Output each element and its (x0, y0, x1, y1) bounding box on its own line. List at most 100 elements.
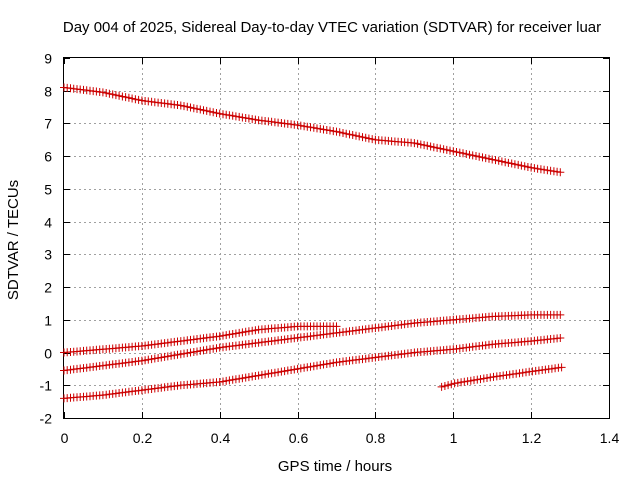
data-point (452, 148, 461, 156)
data-point (460, 377, 469, 386)
y-tick-label: -1 (40, 378, 53, 394)
data-point (199, 106, 208, 115)
data-point (342, 129, 351, 138)
data-point (206, 107, 214, 116)
data-point (212, 344, 221, 353)
data-point (124, 93, 133, 102)
data-point (332, 127, 341, 136)
data-point (494, 156, 503, 165)
y-tick-label: 0 (44, 346, 52, 362)
x-axis-label: GPS time / hours (278, 458, 392, 475)
data-point (446, 146, 454, 155)
plot-frame (63, 57, 610, 419)
data-point (199, 346, 208, 355)
data-point (267, 369, 276, 378)
data-point (228, 111, 237, 120)
y-tick-label: 8 (44, 84, 52, 100)
data-point (472, 152, 480, 160)
data-point (326, 359, 334, 368)
data-point (222, 331, 231, 340)
data-point (416, 140, 425, 149)
data-point (483, 374, 491, 382)
data-point (196, 105, 205, 114)
x-tick-label: 1.2 (522, 430, 542, 446)
data-point (309, 123, 318, 132)
data-point (244, 114, 253, 123)
data-point (465, 150, 474, 159)
data-point (238, 328, 247, 337)
data-point (163, 352, 172, 361)
data-point (303, 363, 312, 372)
data-point (358, 133, 367, 142)
y-tick-label: -2 (40, 411, 53, 427)
x-tick-labels: 0 0.2 0.4 0.6 0.8 1 1.2 1.4 (61, 430, 620, 446)
data-point (488, 155, 497, 164)
y-tick-labels: -2 -1 0 1 2 3 4 5 6 7 8 9 (40, 51, 53, 427)
data-point (352, 131, 360, 140)
data-point (219, 377, 227, 386)
data-point (118, 92, 127, 101)
data-point (462, 150, 471, 158)
data-point (134, 95, 143, 104)
data-point (316, 124, 325, 133)
data-point (449, 147, 458, 156)
data-point (290, 365, 299, 374)
data-point (364, 134, 373, 143)
data-point (436, 144, 445, 153)
data-point (491, 156, 500, 165)
data-point (176, 350, 185, 359)
series-track-3 (60, 310, 565, 375)
data-point (296, 121, 305, 130)
data-series (60, 83, 566, 403)
data-point (459, 149, 467, 158)
data-point (98, 88, 107, 97)
data-point (180, 102, 188, 111)
data-point (309, 362, 318, 371)
data-point (170, 351, 179, 360)
data-point (426, 142, 435, 151)
data-point (183, 349, 192, 358)
data-point (251, 115, 260, 124)
data-point (437, 382, 446, 391)
data-point (530, 164, 539, 173)
data-point (215, 109, 224, 118)
data-point (231, 329, 240, 338)
data-point (225, 376, 234, 385)
data-point (193, 104, 201, 113)
data-point (280, 367, 289, 376)
data-point (231, 375, 240, 384)
data-point (335, 128, 344, 137)
data-point (517, 161, 526, 170)
data-point (447, 380, 456, 389)
data-point (186, 103, 195, 112)
data-point (556, 334, 565, 342)
series-track-4 (60, 334, 565, 403)
y-tick-label: 7 (44, 116, 52, 132)
data-point (410, 139, 419, 148)
data-point (222, 110, 231, 119)
data-point (111, 91, 120, 100)
y-tick-label: 3 (44, 247, 52, 263)
x-tick-label: 1 (450, 430, 458, 446)
data-point (244, 327, 253, 336)
y-tick-label: 6 (44, 149, 52, 165)
data-point (423, 141, 432, 150)
data-point (556, 168, 565, 177)
data-point (468, 151, 477, 160)
data-point (355, 132, 364, 141)
data-point (176, 101, 185, 110)
data-point (121, 93, 130, 102)
data-point (345, 130, 354, 139)
data-point (466, 376, 475, 385)
data-point (206, 345, 214, 354)
data-point (215, 332, 224, 341)
data-point (455, 148, 464, 157)
data-point (476, 375, 485, 384)
data-point (254, 371, 263, 380)
data-point (475, 152, 484, 161)
data-point (131, 95, 140, 104)
data-point (141, 356, 150, 365)
data-point (157, 353, 166, 362)
data-point (413, 139, 422, 148)
